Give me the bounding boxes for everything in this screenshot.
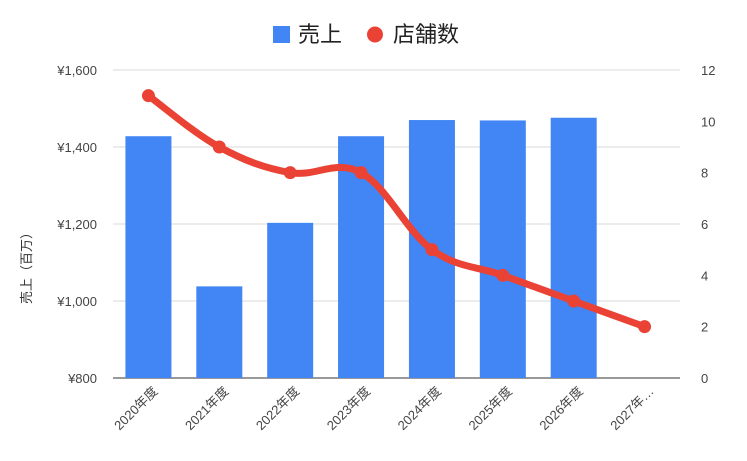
stores-point (425, 243, 439, 257)
left-tick-label: ¥1,000 (56, 294, 97, 309)
right-axis-ticks: 0 2 4 6 8 10 12 (701, 63, 715, 386)
stores-point (496, 268, 510, 282)
legend-swatch-sales (273, 26, 290, 43)
stores-point (283, 166, 297, 180)
x-tick-label: 2022年度 (253, 384, 302, 433)
right-tick-label: 6 (701, 217, 708, 232)
bar (196, 286, 243, 378)
legend-label-sales: 売上 (298, 23, 342, 48)
bar-series (125, 117, 597, 379)
right-tick-label: 2 (701, 320, 708, 335)
right-tick-label: 8 (701, 166, 708, 181)
left-tick-label: ¥800 (67, 371, 97, 386)
bar (550, 117, 597, 379)
bar (267, 222, 314, 378)
legend: 売上 店舗数 (273, 23, 459, 48)
stores-point (212, 140, 226, 154)
line-series (141, 89, 652, 334)
left-tick-label: ¥1,600 (56, 63, 97, 78)
x-tick-label: 2023年度 (324, 384, 373, 433)
x-tick-label: 2025年度 (465, 384, 514, 433)
right-tick-label: 0 (701, 371, 708, 386)
stores-point (567, 294, 581, 308)
x-tick-label: 2026年度 (536, 384, 585, 433)
left-tick-label: ¥1,200 (56, 217, 97, 232)
y-axis-title: 売上（百万） (19, 226, 35, 304)
stores-point (141, 89, 155, 103)
right-tick-label: 10 (701, 114, 715, 129)
x-tick-label: 2020年度 (111, 384, 160, 433)
left-axis-ticks: ¥800 ¥1,000 ¥1,200 ¥1,400 ¥1,600 (56, 63, 97, 386)
left-tick-label: ¥1,400 (56, 140, 97, 155)
stores-point (638, 320, 652, 334)
x-tick-label: 2027年… (607, 384, 656, 433)
right-tick-label: 4 (701, 268, 708, 283)
stores-point (354, 166, 368, 180)
right-tick-label: 12 (701, 63, 715, 78)
legend-label-stores: 店舗数 (393, 23, 459, 48)
legend-swatch-stores (367, 26, 383, 43)
x-tick-label: 2024年度 (395, 384, 444, 433)
bar (125, 136, 172, 378)
x-axis-ticks: 2020年度 2021年度 2022年度 2023年度 2024年度 2025年度 2026… (111, 384, 657, 433)
x-tick-label: 2021年度 (182, 384, 231, 433)
bar (479, 120, 526, 378)
